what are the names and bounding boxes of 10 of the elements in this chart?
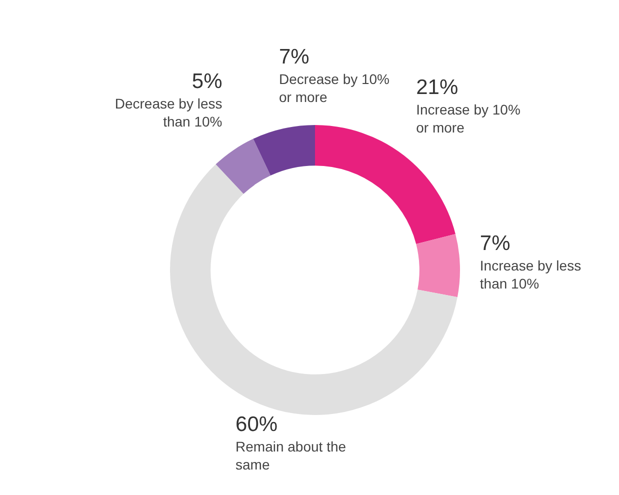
data-label: 7% <box>480 232 510 256</box>
data-label: 21% <box>416 76 458 99</box>
slice-label: Decrease by less than 10% <box>114 95 222 130</box>
data-label: 60% <box>236 412 278 436</box>
slice-label: Increase by 10% or more <box>416 101 520 136</box>
slice-label: Decrease by 10% or more <box>279 70 390 105</box>
data-label: 5% <box>192 70 222 93</box>
data-label: 7% <box>279 45 310 68</box>
slice-label: Increase by less than 10% <box>480 258 582 292</box>
slice-label: Remain about the same <box>236 438 346 472</box>
